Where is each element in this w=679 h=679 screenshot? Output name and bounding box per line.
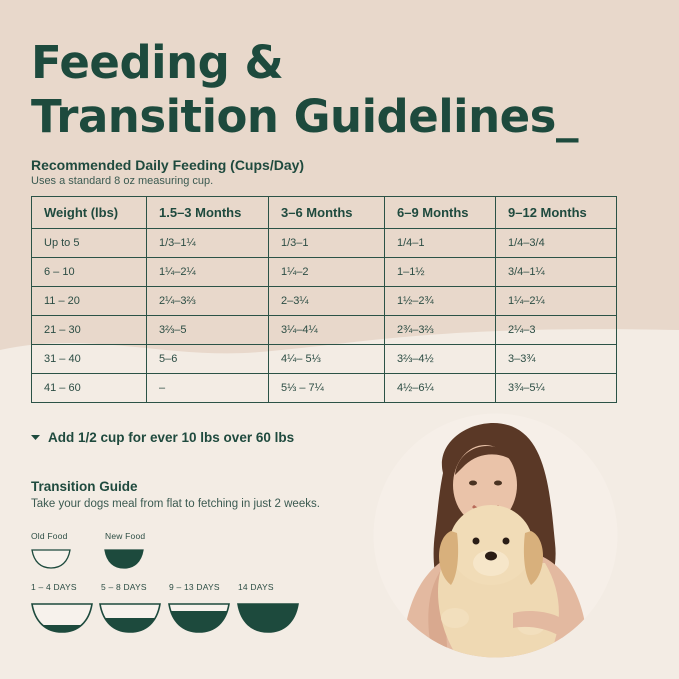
new-food-bowl-icon	[104, 549, 144, 569]
table-cell: 3¾–5¼	[495, 373, 617, 403]
table-cell: 2–3¼	[268, 286, 385, 316]
table-cell: 31 – 40	[31, 344, 147, 374]
table-cell: 1¼–2¼	[495, 286, 617, 316]
table-cell: 1¼–2	[268, 257, 385, 287]
table-cell: 1/4–1	[384, 228, 496, 258]
table-row: 41 – 60 – 5⅓ – 7¼ 4½–6¼ 3¾–5¼	[31, 373, 617, 403]
table-cell: 1/3–1	[268, 228, 385, 258]
table-cell: –	[146, 373, 269, 403]
table-row: 11 – 20 2¼–3⅔ 2–3¼ 1½–2¾ 1¼–2¼	[31, 286, 617, 316]
table-cell: 1/4–3/4	[495, 228, 617, 258]
old-food-bowl-icon	[31, 549, 71, 569]
table-cell: 5⅓ – 7¼	[268, 373, 385, 403]
header-9-12-months: 9–12 Months	[495, 196, 617, 229]
stage-1-bowl-icon	[31, 603, 93, 633]
header-3-6-months: 3–6 Months	[268, 196, 385, 229]
chevron-bullet-icon	[31, 435, 40, 440]
table-row: 31 – 40 5–6 4¼– 5⅓ 3⅔–4½ 3–3¾	[31, 344, 617, 374]
transition-title: Transition Guide	[31, 479, 138, 494]
table-cell: 6 – 10	[31, 257, 147, 287]
table-header-row: Weight (lbs) 1.5–3 Months 3–6 Months 6–9…	[31, 196, 617, 229]
extra-feeding-note: Add 1/2 cup for ever 10 lbs over 60 lbs	[31, 430, 294, 445]
table-cell: 5–6	[146, 344, 269, 374]
table-cell: 41 – 60	[31, 373, 147, 403]
header-6-9-months: 6–9 Months	[384, 196, 496, 229]
stage-label: 5 – 8 DAYS	[101, 582, 147, 592]
stage-label: 9 – 13 DAYS	[169, 582, 220, 592]
table-cell: 1/3–1¼	[146, 228, 269, 258]
table-cell: 3/4–1¼	[495, 257, 617, 287]
feeding-table: Weight (lbs) 1.5–3 Months 3–6 Months 6–9…	[31, 196, 617, 403]
stage-4-bowl-icon	[237, 603, 299, 633]
table-cell: 3⅔–5	[146, 315, 269, 345]
stage-2-bowl-icon	[99, 603, 161, 633]
stage-label: 1 – 4 DAYS	[31, 582, 77, 592]
feeding-note: Uses a standard 8 oz measuring cup.	[31, 175, 214, 187]
table-cell: 1¼–2¼	[146, 257, 269, 287]
table-cell: 3–3¾	[495, 344, 617, 374]
legend-old-label: Old Food	[31, 531, 68, 541]
table-row: 21 – 30 3⅔–5 3¼–4¼ 2¾–3⅔ 2¼–3	[31, 315, 617, 345]
stage-3-new-food-fill	[169, 611, 229, 632]
table-cell: 3¼–4¼	[268, 315, 385, 345]
stage-label: 14 DAYS	[238, 582, 274, 592]
table-cell: 21 – 30	[31, 315, 147, 345]
stage-4-new-food-fill	[238, 604, 298, 632]
extra-note-text: Add 1/2 cup for ever 10 lbs over 60 lbs	[48, 430, 295, 445]
table-row: Up to 5 1/3–1¼ 1/3–1 1/4–1 1/4–3/4	[31, 228, 617, 258]
table-row: 6 – 10 1¼–2¼ 1¼–2 1–1½ 3/4–1¼	[31, 257, 617, 287]
table-cell: 1–1½	[384, 257, 496, 287]
table-cell: Up to 5	[31, 228, 147, 258]
page-title: Feeding & Transition Guidelines_	[31, 36, 578, 144]
title-line-2: Transition Guidelines	[31, 90, 556, 143]
table-cell: 2¼–3⅔	[146, 286, 269, 316]
transition-subtitle: Take your dogs meal from flat to fetchin…	[31, 498, 320, 510]
feeding-heading: Recommended Daily Feeding (Cups/Day)	[31, 157, 305, 173]
stage-2-new-food-fill	[100, 618, 160, 632]
table-cell: 4¼– 5⅓	[268, 344, 385, 374]
table-cell: 4½–6¼	[384, 373, 496, 403]
table-cell: 1½–2¾	[384, 286, 496, 316]
stage-3-bowl-icon	[168, 603, 230, 633]
header-weight: Weight (lbs)	[31, 196, 147, 229]
stage-1-new-food-fill	[32, 625, 92, 632]
table-cell: 2¼–3	[495, 315, 617, 345]
table-cell: 3⅔–4½	[384, 344, 496, 374]
title-underscore: _	[555, 90, 579, 143]
legend-new-label: New Food	[105, 531, 146, 541]
title-line-1: Feeding &	[31, 36, 284, 89]
woman-with-puppy-photo	[373, 413, 618, 658]
table-cell: 11 – 20	[31, 286, 147, 316]
table-cell: 2¾–3⅔	[384, 315, 496, 345]
header-1-5-3-months: 1.5–3 Months	[146, 196, 269, 229]
